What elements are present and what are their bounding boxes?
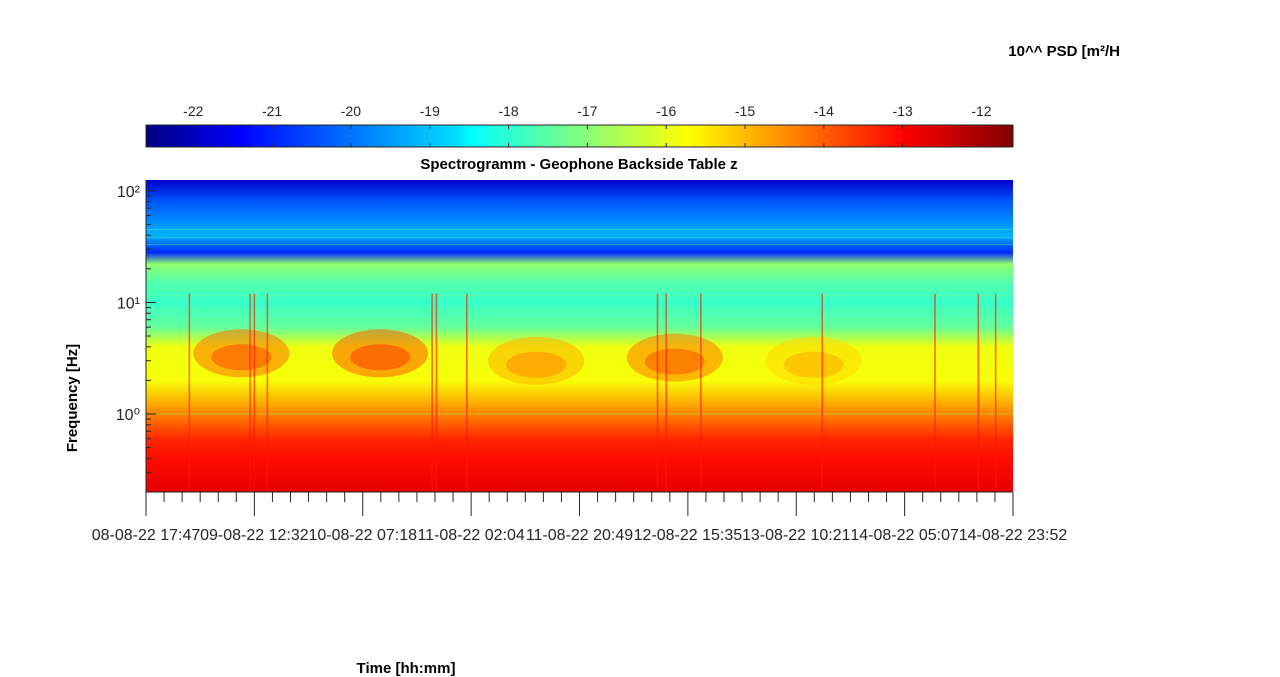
burst-core: [644, 348, 705, 375]
burst-core: [506, 351, 567, 378]
colorbar-tick-label: -19: [420, 103, 440, 119]
colorbar: -22 -21 -20 -19 -18 -17 -16 -15 -14 -13 -12: [145, 103, 1014, 148]
burst-patch: [332, 329, 429, 378]
colorbar-gradient: [146, 125, 1013, 147]
burst-patch: [488, 336, 585, 385]
colorbar-tick-label: -16: [656, 103, 676, 119]
colorbar-tick-label: -18: [498, 103, 518, 119]
x-tick-label: 08-08-22 17:47: [92, 527, 201, 544]
x-tick-label: 13-08-22 10:21: [742, 527, 851, 544]
burst-core: [211, 344, 272, 371]
colorbar-tick-label: -20: [341, 103, 361, 119]
x-tick-label: 11-08-22 02:04: [417, 527, 524, 544]
spectrogram-image: [146, 180, 1013, 492]
burst-core: [350, 344, 411, 371]
plot-area: [146, 180, 1013, 492]
x-tick-label: 14-08-22 23:52: [959, 527, 1068, 544]
colorbar-label: 10^^ PSD [m²/H: [1008, 43, 1120, 60]
x-axis-label: Time [hh:mm]: [357, 660, 456, 677]
burst-core: [783, 351, 844, 378]
harmonic-lines: [146, 228, 1013, 415]
x-tick-label: 12-08-22 15:35: [634, 527, 743, 544]
chart-title: Spectrogramm - Geophone Backside Table z: [420, 156, 737, 173]
y-axis-label: Frequency [Hz]: [64, 344, 81, 452]
colorbar-tick-label: -15: [735, 103, 755, 119]
transient-streaks: [188, 293, 997, 492]
x-tick-label: 11-08-22 20:49: [526, 527, 633, 544]
colorbar-ticks: -22 -21 -20 -19 -18 -17 -16 -15 -14 -13 -12: [183, 103, 992, 147]
x-tick-label: 09-08-22 12:32: [200, 527, 309, 544]
daytime-bursts: [193, 329, 862, 385]
colorbar-tick-label: -22: [183, 103, 203, 119]
colorbar-tick-label: -13: [893, 103, 913, 119]
y-axis-ticks: 10⁰ 10¹ 10²: [116, 184, 156, 493]
colorbar-tick-label: -21: [262, 103, 282, 119]
burst-patch: [193, 329, 290, 378]
x-axis-ticks: 08-08-22 17:47 09-08-22 12:32 10-08-22 07:…: [92, 492, 1068, 544]
y-tick-label: 10⁰: [116, 407, 140, 424]
colorbar-tick-label: -12: [971, 103, 991, 119]
x-tick-label: 10-08-22 07:18: [308, 527, 417, 544]
colorbar-frame: [145, 124, 1014, 148]
burst-patch: [765, 336, 862, 385]
burst-patch: [626, 333, 723, 382]
x-tick-label: 14-08-22 05:07: [850, 527, 959, 544]
y-tick-label: 10¹: [117, 295, 140, 312]
y-tick-label: 10²: [117, 184, 141, 201]
colorbar-tick-label: -14: [814, 103, 834, 119]
colorbar-tick-label: -17: [577, 103, 597, 119]
